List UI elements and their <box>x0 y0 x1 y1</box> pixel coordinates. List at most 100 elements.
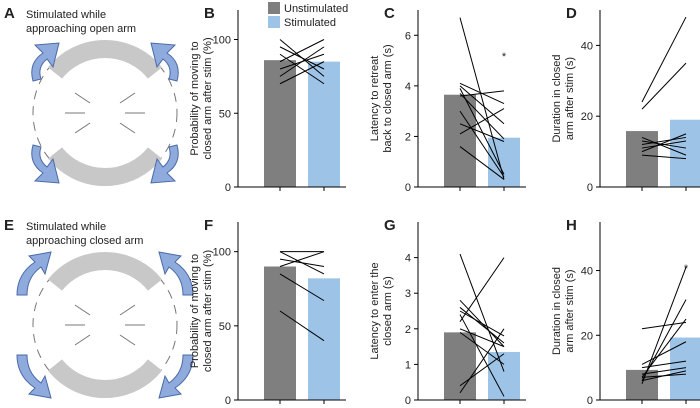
subject-line <box>459 93 505 140</box>
significance-mark: * <box>502 51 507 63</box>
y-tick-label: 0 <box>225 182 231 194</box>
panel-label: E <box>4 217 14 234</box>
subject-line <box>459 85 505 125</box>
bar <box>264 266 296 400</box>
subject-line <box>641 133 687 153</box>
maze-lines <box>65 92 145 134</box>
subject-line <box>641 373 687 378</box>
subject-line <box>641 360 687 369</box>
y-tick-label: 40 <box>581 266 593 278</box>
legend-swatch <box>268 16 280 28</box>
subject-line <box>279 39 325 63</box>
subject-line <box>641 136 687 146</box>
subject-line <box>459 90 505 97</box>
y-axis-label: closed arm (s) <box>382 276 394 346</box>
y-tick-label: 20 <box>581 330 593 342</box>
panel-label: C <box>384 5 395 22</box>
closed-arm <box>47 359 163 399</box>
subject-line <box>641 341 687 365</box>
y-axis-label: closed arm after stim (%) <box>202 250 214 372</box>
y-tick-label: 40 <box>581 40 593 52</box>
y-axis-label: Probability of moving to <box>189 41 201 155</box>
subject-line <box>641 321 687 330</box>
subject-line <box>641 136 687 156</box>
y-tick-label: 1 <box>405 359 411 371</box>
bar <box>444 332 476 400</box>
y-axis-label: back to closed arm (s) <box>382 44 394 152</box>
subject-line <box>459 328 505 348</box>
y-tick-label: 0 <box>405 395 411 407</box>
bar <box>670 337 700 400</box>
bar <box>308 61 340 187</box>
y-axis-label: Duration in closed <box>551 267 563 355</box>
y-tick-label: 2 <box>405 324 411 336</box>
y-tick-label: 2 <box>405 131 411 143</box>
bar <box>626 131 658 187</box>
subject-line <box>279 53 325 70</box>
subject-line <box>459 307 505 344</box>
maze-diagram-e <box>16 251 194 399</box>
arrows <box>16 251 194 399</box>
subject-line <box>641 367 687 375</box>
subject-line <box>279 251 325 267</box>
subject-line <box>459 310 505 337</box>
y-tick-label: 3 <box>405 288 411 300</box>
subject-line <box>459 88 505 175</box>
y-axis-label: arm after stim (s) <box>564 57 576 140</box>
bar <box>264 60 296 187</box>
diagram-caption: Stimulated while <box>26 221 106 233</box>
subject-line <box>459 314 505 397</box>
maze-lines <box>65 304 145 346</box>
subject-line <box>641 16 687 103</box>
panel-label: H <box>566 217 577 234</box>
y-axis-label: Latency to retreat <box>369 56 381 142</box>
subject-line <box>459 108 505 135</box>
y-axis-label: Probability of moving to <box>189 254 201 368</box>
y-axis-label: Duration in closed <box>551 54 563 142</box>
subject-line <box>459 328 505 394</box>
y-tick-label: 4 <box>405 81 411 93</box>
bar <box>308 278 340 400</box>
subject-line <box>459 123 505 142</box>
subject-line <box>279 251 325 275</box>
subject-line <box>641 62 687 110</box>
subject-line <box>641 318 687 378</box>
diagram-caption: Stimulated while <box>26 9 106 21</box>
legend-label: Stimulated <box>284 17 336 29</box>
subject-line <box>459 110 505 178</box>
subject-line <box>279 39 325 77</box>
subject-line <box>459 353 505 387</box>
bar <box>488 137 520 187</box>
subject-line <box>459 253 505 372</box>
y-axis-label: arm after stim (s) <box>564 269 576 352</box>
bar <box>444 94 476 187</box>
bar <box>626 369 658 400</box>
diagram-caption: approaching closed arm <box>26 235 143 247</box>
y-tick-label: 100 <box>213 247 231 259</box>
legend-swatch <box>268 2 280 14</box>
subject-line <box>641 140 687 149</box>
panel-label: A <box>4 5 15 22</box>
panel-label: G <box>384 217 396 234</box>
closed-arm <box>47 39 163 79</box>
panel-label: B <box>204 5 215 22</box>
y-tick-label: 50 <box>219 108 231 120</box>
subject-line <box>459 17 505 180</box>
y-tick-label: 0 <box>405 182 411 194</box>
y-tick-label: 4 <box>405 253 411 265</box>
y-tick-label: 0 <box>587 182 593 194</box>
y-tick-label: 100 <box>213 35 231 47</box>
subject-line <box>641 154 687 160</box>
y-tick-label: 50 <box>219 321 231 333</box>
panel-label: F <box>204 217 213 234</box>
y-tick-label: 20 <box>581 111 593 123</box>
subject-line <box>279 273 325 302</box>
maze-diagram-a <box>31 39 179 187</box>
subject-line <box>279 310 325 342</box>
subject-line <box>459 146 505 180</box>
subject-line <box>279 53 325 85</box>
bar <box>670 119 700 187</box>
y-tick-label: 0 <box>225 395 231 407</box>
closed-arm <box>47 147 163 187</box>
